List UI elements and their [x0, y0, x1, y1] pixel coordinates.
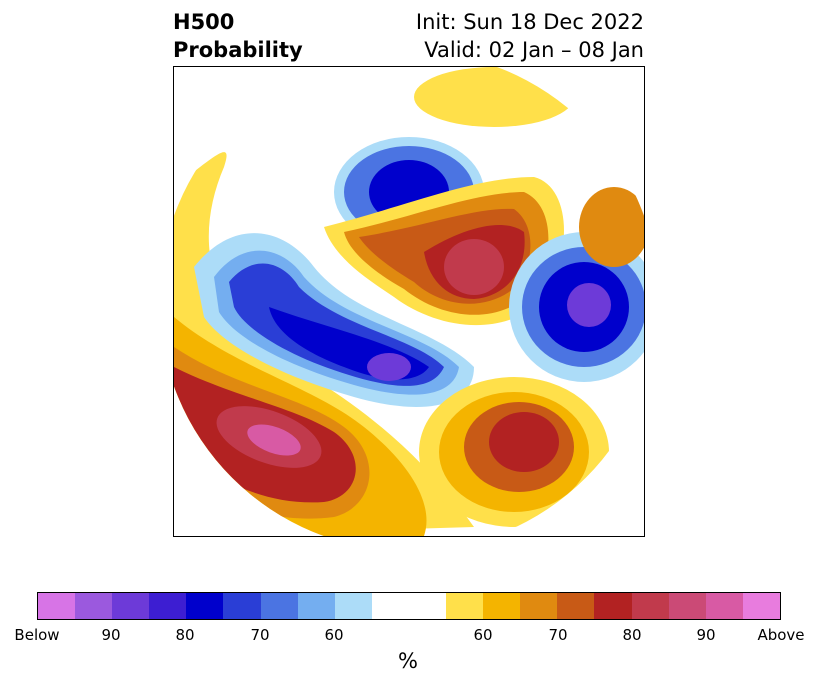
chart-title-left: H500 Probability: [173, 8, 303, 64]
colorbar-segment: [557, 593, 595, 619]
below-anomaly-scandinavia-northern-europe: [509, 232, 644, 382]
colorbar-segment: [149, 593, 187, 619]
colorbar: [37, 592, 781, 620]
colorbar-unit: %: [398, 649, 418, 673]
above-anomaly-arctic-siberia: [324, 177, 564, 326]
colorbar-segment: [297, 593, 335, 619]
init-label: Init: Sun 18 Dec 2022: [415, 10, 644, 34]
colorbar-segment: [223, 593, 261, 619]
colorbar-segment: [334, 593, 372, 619]
colorbar-tick-label: 80: [622, 626, 642, 644]
colorbar-segment: [75, 593, 113, 619]
colorbar-segment: [371, 593, 447, 619]
colorbar-segment: [38, 593, 76, 619]
colorbar-tick-label: 80: [175, 626, 195, 644]
variable-label: H500: [173, 10, 235, 34]
valid-label: Valid: 02 Jan – 08 Jan: [424, 38, 644, 62]
colorbar-tick-label: 70: [548, 626, 568, 644]
product-label: Probability: [173, 38, 303, 62]
colorbar-segment: [112, 593, 150, 619]
colorbar-segment: [705, 593, 743, 619]
below-anomaly-northwest-canada-pacific: [194, 233, 474, 407]
colorbar-segment: [594, 593, 632, 619]
map-panel: [173, 66, 645, 537]
colorbar-segment: [186, 593, 224, 619]
colorbar-segment: [446, 593, 484, 619]
above-anomaly-beaufort-chukchi: [414, 67, 574, 127]
colorbar-segment: [742, 593, 780, 619]
colorbar-segment: [260, 593, 298, 619]
colorbar-segment: [668, 593, 706, 619]
chart-title-right: Init: Sun 18 Dec 2022 Valid: 02 Jan – 08…: [416, 8, 644, 64]
colorbar-tick-label: 70: [250, 626, 270, 644]
colorbar-tick-label: 90: [101, 626, 121, 644]
colorbar-ticks: Below 90 80 70 60 60 70 80 90 Above: [0, 626, 819, 646]
colorbar-tick-label: 90: [696, 626, 716, 644]
above-anomaly-north-atlantic-east-of-canada: [419, 377, 609, 527]
colorbar-tick-label: Below: [14, 626, 60, 644]
colorbar-segment: [520, 593, 558, 619]
colorbar-segment: [631, 593, 669, 619]
colorbar-tick-label: Above: [757, 626, 805, 644]
colorbar-tick-label: 60: [473, 626, 493, 644]
colorbar-tick-label: 60: [324, 626, 344, 644]
above-anomaly-central-asia: [579, 187, 644, 267]
colorbar-segment: [483, 593, 521, 619]
probability-map: [174, 67, 644, 536]
